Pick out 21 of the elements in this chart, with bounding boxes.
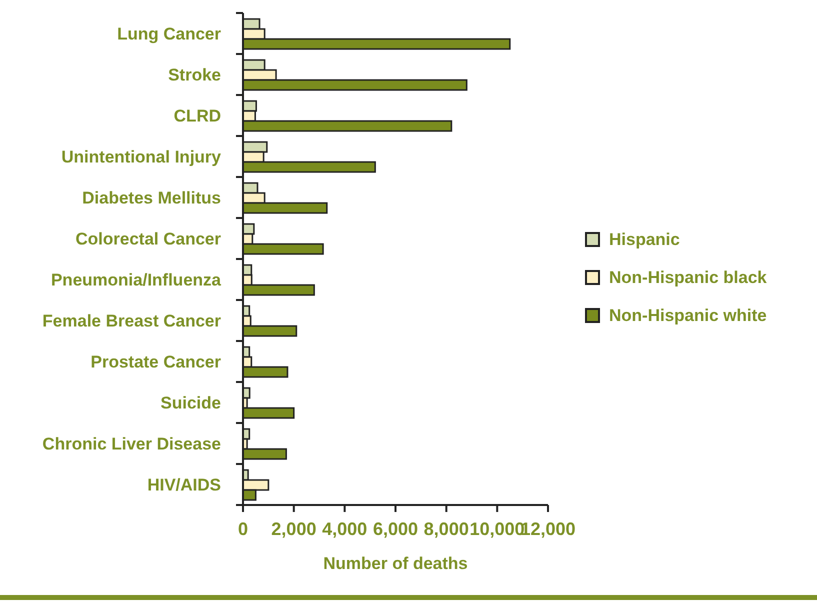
y-tick-label: Unintentional Injury bbox=[61, 147, 222, 166]
x-tick-label: 2,000 bbox=[271, 518, 316, 539]
x-tick-label: 0 bbox=[238, 518, 248, 539]
y-tick-label: CLRD bbox=[174, 106, 221, 126]
y-tick-label: Stroke bbox=[168, 65, 221, 84]
y-tick-label: Chronic Liver Disease bbox=[42, 434, 221, 454]
legend-label: Non-Hispanic white bbox=[609, 306, 767, 326]
y-tick-label: Female Breast Cancer bbox=[42, 311, 222, 330]
x-axis-title: Number of deaths bbox=[323, 554, 468, 573]
legend-label: Hispanic bbox=[609, 230, 680, 250]
y-tick-label: Colorectal Cancer bbox=[76, 229, 222, 248]
x-tick-label: 8,000 bbox=[424, 518, 469, 539]
y-tick-label: Prostate Cancer bbox=[90, 352, 222, 372]
y-tick-label: Pneumonia/Influenza bbox=[50, 270, 222, 290]
y-tick-label: Lung Cancer bbox=[117, 24, 222, 44]
y-tick-label: Diabetes Mellitus bbox=[82, 188, 221, 208]
legend-label: Non-Hispanic black bbox=[609, 268, 767, 288]
x-tick-label: 4,000 bbox=[322, 518, 368, 539]
x-tick-label: 6,000 bbox=[372, 518, 418, 539]
y-tick-label: HIV/AIDS bbox=[147, 475, 221, 494]
y-tick-label: Suicide bbox=[160, 393, 221, 412]
